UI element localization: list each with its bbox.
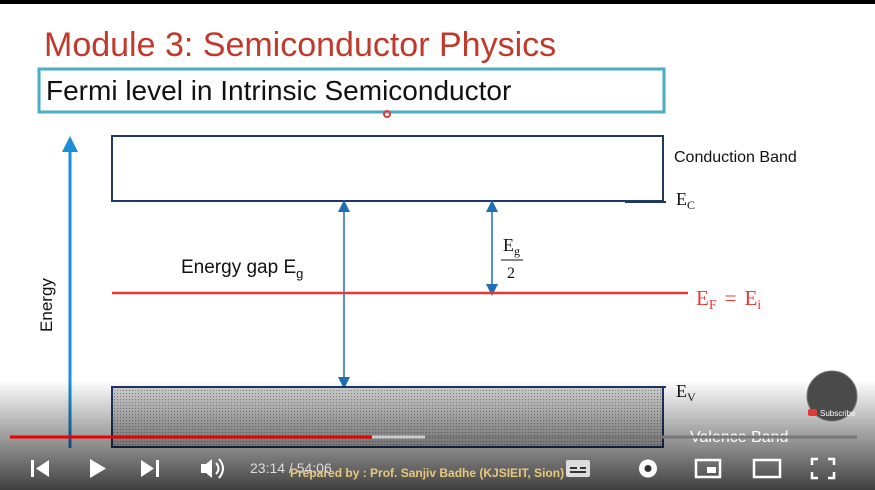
fullscreen-button[interactable] bbox=[810, 457, 836, 480]
play-button[interactable] bbox=[90, 459, 106, 478]
time-display: 23:14 / 54:06 bbox=[250, 460, 332, 476]
channel-watermark[interactable]: Subscribe bbox=[806, 370, 858, 422]
energy-gap-label: Energy gap Eg bbox=[181, 257, 303, 281]
half-gap-numerator: Eg bbox=[503, 235, 520, 258]
subscribe-label[interactable]: Subscribe bbox=[820, 409, 856, 418]
channel-logo[interactable] bbox=[806, 370, 858, 422]
conduction-band-box bbox=[111, 135, 664, 202]
theater-button[interactable] bbox=[752, 458, 782, 479]
miniplayer-button[interactable] bbox=[694, 458, 722, 479]
settings-button[interactable] bbox=[639, 459, 657, 478]
ec-label: EC bbox=[676, 189, 695, 212]
next-button[interactable] bbox=[141, 460, 159, 477]
slide-footer: Prepared by : Prof. Sanjiv Badhe (KJSIEI… bbox=[290, 466, 564, 480]
slide-title: Module 3: Semiconductor Physics bbox=[44, 26, 556, 64]
captions-button[interactable] bbox=[566, 460, 590, 477]
cursor bbox=[383, 110, 391, 118]
energy-arrowhead bbox=[62, 136, 78, 152]
previous-button[interactable] bbox=[31, 460, 49, 477]
conduction-band-label: Conduction Band bbox=[674, 149, 797, 166]
heading-box bbox=[37, 67, 666, 114]
slide-heading: Fermi level in Intrinsic Semiconductor bbox=[46, 75, 511, 106]
half-gap-denominator: 2 bbox=[507, 265, 515, 282]
volume-button[interactable] bbox=[201, 458, 224, 479]
axis-label: Energy bbox=[37, 278, 56, 332]
fermi-label: EF = Ei bbox=[696, 286, 761, 313]
subscribe-icon bbox=[808, 409, 817, 416]
